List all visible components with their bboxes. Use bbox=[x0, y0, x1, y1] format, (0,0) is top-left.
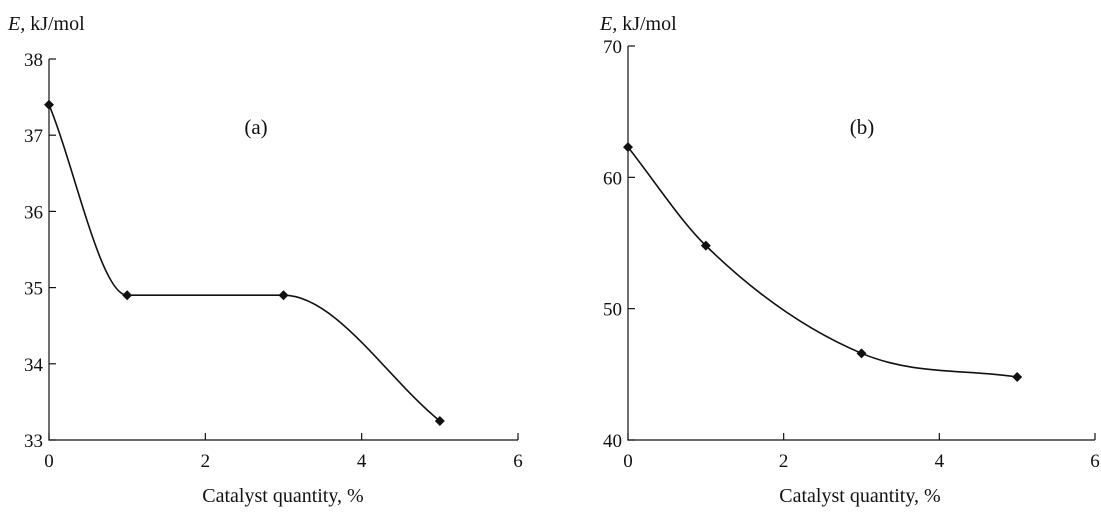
panel-label-a: (a) bbox=[244, 115, 267, 139]
series-line-b bbox=[627, 146, 1018, 378]
axes-frame-b bbox=[627, 46, 1095, 441]
data-point-a-1 bbox=[122, 290, 133, 301]
x-tick-label-a-4: 4 bbox=[357, 451, 367, 472]
x-tick-label-b-2: 2 bbox=[779, 451, 789, 472]
x-tick-label-b-6: 6 bbox=[1090, 451, 1100, 472]
data-point-b-0 bbox=[623, 142, 633, 153]
y-tick-label-b-50: 50 bbox=[603, 300, 622, 321]
axes-frame-a bbox=[48, 59, 518, 441]
y-tick-label-a-37: 37 bbox=[24, 126, 43, 147]
y-tick-label-a-35: 35 bbox=[24, 279, 43, 300]
y-tick-label-a-34: 34 bbox=[24, 355, 44, 376]
y-tick-label-a-33: 33 bbox=[24, 431, 43, 452]
y-axis-title-b: E, kJ/mol bbox=[599, 13, 677, 35]
y-tick-label-b-40: 40 bbox=[603, 431, 622, 452]
chart-panel-b: E, kJ/mol Catalyst quantity, % (b) 40506… bbox=[599, 13, 1100, 507]
x-tick-label-a-6: 6 bbox=[513, 451, 523, 472]
x-axis-title-a: Catalyst quantity, % bbox=[202, 485, 363, 507]
data-point-a-3 bbox=[434, 415, 445, 426]
series-line-a bbox=[48, 104, 441, 422]
x-tick-label-a-0: 0 bbox=[44, 451, 54, 472]
y-tick-label-a-36: 36 bbox=[24, 202, 43, 223]
panel-label-b: (b) bbox=[850, 115, 875, 139]
data-point-a-0 bbox=[44, 99, 54, 110]
x-tick-label-b-4: 4 bbox=[935, 451, 945, 472]
x-tick-label-a-2: 2 bbox=[201, 451, 211, 472]
y-tick-label-b-60: 60 bbox=[603, 168, 622, 189]
data-point-a-2 bbox=[278, 290, 289, 301]
x-tick-label-b-0: 0 bbox=[623, 451, 633, 472]
y-tick-label-a-38: 38 bbox=[24, 50, 43, 71]
data-point-b-1 bbox=[700, 240, 711, 251]
data-point-b-3 bbox=[1012, 371, 1023, 382]
data-point-b-2 bbox=[856, 348, 867, 359]
x-axis-title-b: Catalyst quantity, % bbox=[779, 485, 940, 507]
y-axis-title-a: E, kJ/mol bbox=[7, 13, 85, 35]
chart-panel-a: E, kJ/mol Catalyst quantity, % (a) 33 34 3… bbox=[7, 13, 523, 507]
y-tick-label-b-70: 70 bbox=[603, 37, 622, 58]
